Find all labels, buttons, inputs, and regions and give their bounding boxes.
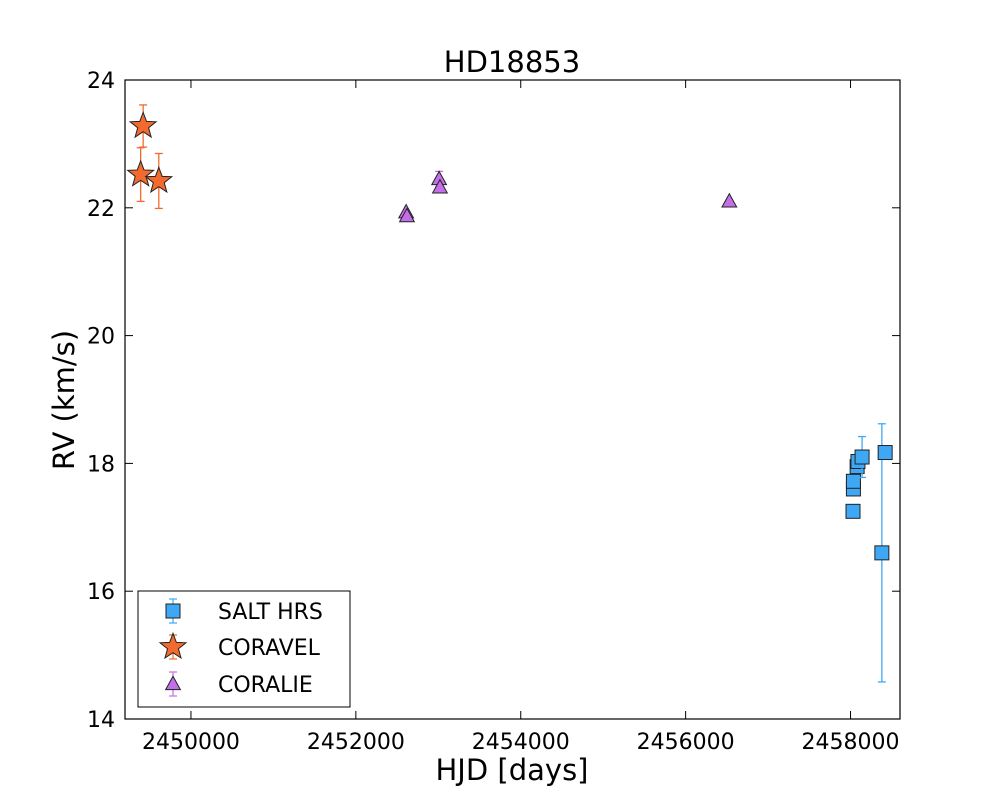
data-point-salt-hrs xyxy=(845,473,861,489)
legend-label-coravel: CORAVEL xyxy=(218,636,321,661)
y-tick-label: 18 xyxy=(87,452,115,477)
legend: SALT HRS CORAVEL CORALIE xyxy=(137,590,351,708)
y-tick-label: 16 xyxy=(87,580,115,605)
legend-entry-salt-hrs: SALT HRS xyxy=(165,598,323,625)
y-tick-label: 14 xyxy=(87,708,115,733)
data-point-salt-hrs xyxy=(845,503,861,519)
y-axis-label: RV (km/s) xyxy=(47,330,81,470)
data-point-coravel xyxy=(128,110,158,139)
legend-label-salt-hrs: SALT HRS xyxy=(218,600,323,625)
series-coralie xyxy=(397,170,738,223)
y-tick-label: 22 xyxy=(87,197,115,222)
data-point-coralie xyxy=(721,192,738,208)
x-axis-label: HJD [days] xyxy=(436,753,589,787)
data-points xyxy=(126,104,893,683)
legend-label-coralie: CORALIE xyxy=(218,673,313,698)
legend-symbol xyxy=(158,631,188,660)
legend-marker-coravel xyxy=(158,631,188,660)
data-point-coralie xyxy=(398,207,416,223)
legend-symbol xyxy=(164,675,182,691)
legend-marker-salt-hrs xyxy=(165,598,181,624)
chart-title: HD18853 xyxy=(444,45,580,79)
data-point-salt-hrs xyxy=(854,449,870,465)
x-tick-label: 2456000 xyxy=(637,730,735,755)
series-salt-hrs xyxy=(845,423,893,683)
x-tick-label: 2450000 xyxy=(142,730,240,755)
data-point-coralie xyxy=(431,178,449,194)
legend-marker-coralie xyxy=(164,671,182,697)
data-point-salt-hrs xyxy=(874,545,890,561)
data-point-coravel xyxy=(126,159,155,187)
legend-entry-coravel: CORAVEL xyxy=(158,631,321,661)
x-tick-label: 2458000 xyxy=(802,730,900,755)
data-point-salt-hrs xyxy=(877,445,893,461)
data-point-coravel xyxy=(144,165,174,194)
y-tick-label: 20 xyxy=(87,325,115,350)
series-coravel xyxy=(126,104,174,210)
axis-ticks: 2450000 2452000 2454000 2456000 2458000 14 16 1… xyxy=(87,69,900,755)
legend-symbol xyxy=(165,603,181,619)
y-tick-label: 24 xyxy=(87,69,115,94)
legend-entry-coralie: CORALIE xyxy=(164,671,313,698)
x-tick-label: 2454000 xyxy=(472,730,570,755)
x-tick-label: 2452000 xyxy=(307,730,405,755)
